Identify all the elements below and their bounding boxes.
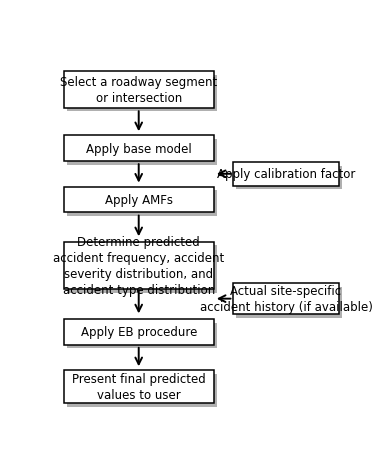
FancyBboxPatch shape [64,242,214,290]
FancyBboxPatch shape [64,187,214,213]
FancyBboxPatch shape [64,136,214,161]
FancyBboxPatch shape [236,287,342,318]
Text: Apply base model: Apply base model [86,142,192,155]
FancyBboxPatch shape [234,283,339,315]
FancyBboxPatch shape [67,139,217,165]
Text: Determine predicted
accident frequency, accident
severity distribution, and
acci: Determine predicted accident frequency, … [53,236,224,297]
FancyBboxPatch shape [67,323,217,348]
FancyBboxPatch shape [67,191,217,217]
FancyBboxPatch shape [67,246,217,294]
FancyBboxPatch shape [236,166,342,190]
Text: Apply calibration factor: Apply calibration factor [217,168,355,181]
Text: Apply AMFs: Apply AMFs [105,194,173,207]
FancyBboxPatch shape [234,162,339,186]
FancyBboxPatch shape [64,72,214,109]
FancyBboxPatch shape [64,370,214,404]
Text: Actual site-specific
accident history (if available): Actual site-specific accident history (i… [199,285,372,314]
FancyBboxPatch shape [67,76,217,112]
FancyBboxPatch shape [67,374,217,407]
FancyBboxPatch shape [64,319,214,345]
Text: Apply EB procedure: Apply EB procedure [81,326,197,338]
Text: Select a roadway segment
or intersection: Select a roadway segment or intersection [60,76,217,105]
Text: Present final predicted
values to user: Present final predicted values to user [72,373,206,401]
